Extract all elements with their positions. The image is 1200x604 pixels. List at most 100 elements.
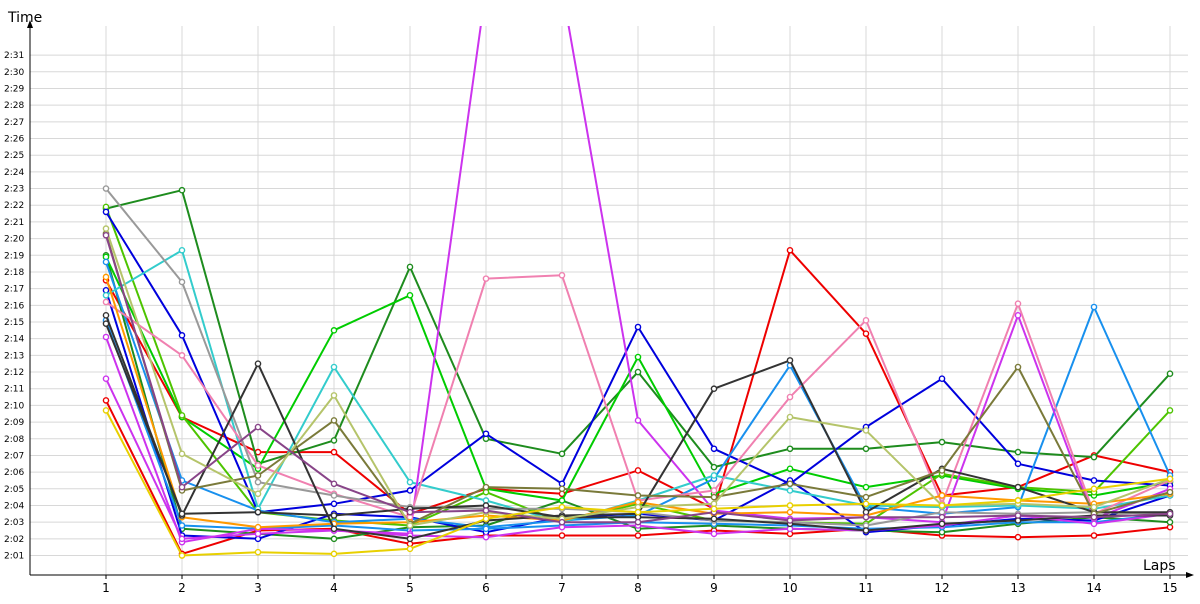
data-point (786, 393, 794, 401)
data-point (330, 550, 338, 558)
y-tick-label: 2:20 (4, 235, 24, 245)
data-point (786, 517, 794, 524)
x-axis-label: Laps (1143, 558, 1176, 574)
data-point (862, 527, 870, 534)
data-point (102, 208, 110, 216)
y-tick-label: 2:29 (4, 84, 24, 94)
x-tick-label: 13 (1010, 581, 1025, 595)
data-point (1090, 520, 1098, 528)
series (102, 26, 1174, 559)
series-22 (102, 407, 1174, 559)
data-point (1014, 448, 1022, 456)
data-point (178, 552, 186, 559)
data-point (178, 522, 186, 529)
y-tick-label: 2:31 (4, 51, 24, 61)
data-point (406, 478, 414, 486)
data-point (862, 445, 870, 453)
data-point (330, 363, 338, 371)
data-point (710, 515, 718, 523)
x-tick-label: 5 (406, 581, 414, 595)
data-point (1090, 453, 1098, 461)
data-point (178, 412, 186, 419)
y-tick-label: 2:09 (4, 418, 24, 428)
data-point (482, 430, 490, 438)
data-point (330, 480, 338, 488)
data-point (406, 263, 414, 271)
x-tick-label: 3 (254, 581, 262, 595)
data-point (938, 520, 946, 528)
data-point (178, 450, 186, 458)
x-tick-label: 14 (1086, 581, 1101, 595)
data-point (1014, 300, 1022, 307)
data-point (938, 492, 946, 499)
y-tick-label: 2:03 (4, 518, 24, 528)
data-point (254, 478, 262, 486)
data-point (482, 525, 490, 533)
data-point (1014, 533, 1022, 541)
data-point (786, 413, 794, 421)
data-point (178, 510, 186, 518)
data-point (102, 231, 110, 239)
data-point (102, 298, 110, 306)
data-point (102, 407, 110, 414)
data-point (102, 292, 110, 299)
data-point (1014, 483, 1022, 491)
data-point (178, 246, 186, 254)
data-point (254, 508, 262, 516)
x-tick-label: 11 (858, 581, 873, 595)
data-point (710, 530, 718, 538)
data-point (102, 273, 110, 281)
data-point (558, 485, 566, 493)
data-point (102, 320, 110, 327)
y-tick-label: 2:27 (4, 118, 24, 128)
data-point (710, 505, 718, 513)
data-point (1166, 488, 1174, 496)
data-point (1014, 497, 1022, 504)
series-7 (102, 208, 1174, 516)
data-point (330, 492, 338, 499)
data-point (1166, 407, 1174, 414)
y-tick-label: 2:19 (4, 251, 24, 261)
data-point (330, 448, 338, 456)
data-point (406, 487, 414, 494)
data-point (862, 500, 870, 508)
data-point (938, 438, 946, 446)
data-point (862, 493, 870, 501)
y-tick-label: 2:12 (4, 368, 24, 378)
y-tick-label: 2:26 (4, 135, 24, 145)
data-point (634, 508, 642, 516)
y-tick-label: 2:23 (4, 185, 24, 195)
y-tick-label: 2:06 (4, 468, 24, 478)
data-point (254, 530, 262, 538)
x-tick-label: 2 (178, 581, 186, 595)
data-point (482, 533, 490, 541)
data-point (786, 357, 794, 364)
data-point (1014, 512, 1022, 519)
data-point (482, 515, 490, 523)
data-point (330, 437, 338, 444)
x-axis-arrow (1186, 572, 1194, 578)
data-point (178, 352, 186, 359)
data-point (1090, 485, 1098, 493)
data-point (634, 368, 642, 376)
data-point (862, 427, 870, 434)
data-point (1090, 503, 1098, 511)
x-tick-label: 9 (710, 581, 718, 595)
y-tick-label: 2:30 (4, 68, 24, 78)
y-tick-label: 2:08 (4, 435, 24, 445)
data-point (330, 392, 338, 399)
data-point (330, 535, 338, 543)
data-point (1166, 370, 1174, 378)
data-point (938, 513, 946, 521)
data-point (406, 545, 414, 553)
data-point (254, 548, 262, 556)
data-point (634, 492, 642, 499)
y-axis-arrow (27, 20, 33, 28)
data-point (1090, 532, 1098, 539)
data-point (938, 502, 946, 509)
data-point (558, 532, 566, 539)
data-point (254, 462, 262, 469)
x-tick-label: 7 (558, 581, 566, 595)
data-point (330, 417, 338, 424)
